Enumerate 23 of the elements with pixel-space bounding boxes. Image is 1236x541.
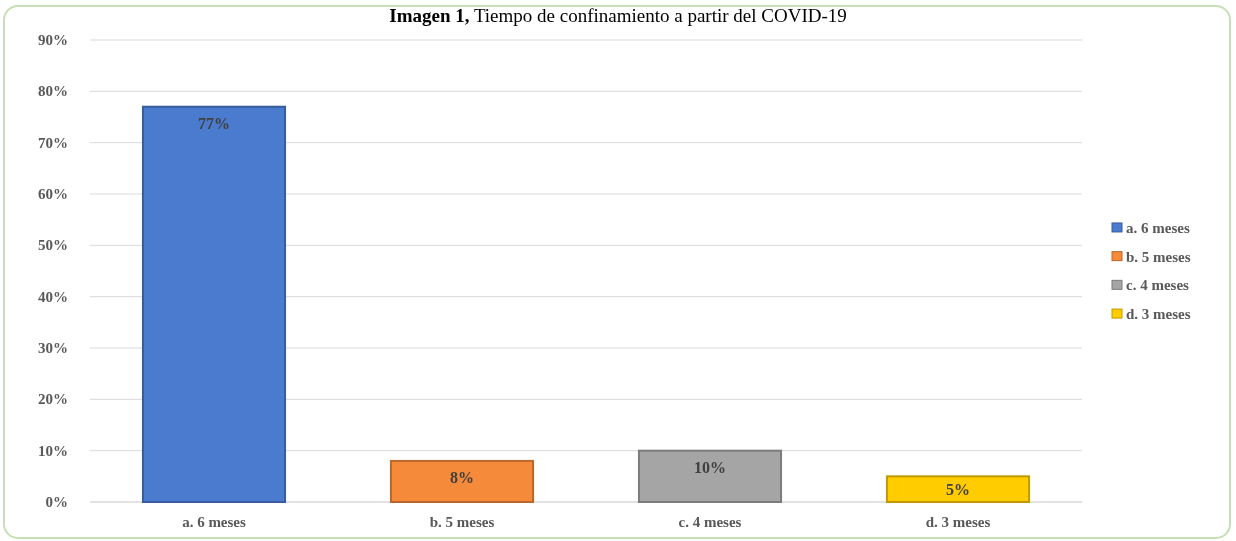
y-tick-label: 30%: [38, 340, 68, 356]
y-tick-label: 50%: [38, 237, 68, 254]
legend-label: c. 4 meses: [1126, 277, 1190, 294]
y-tick-label: 0%: [45, 494, 68, 510]
y-tick-label: 40%: [38, 288, 68, 305]
data-label: 10%: [694, 458, 726, 476]
x-tick-label: b. 5 meses: [429, 514, 495, 530]
data-label: 77%: [198, 114, 230, 132]
legend-label: b. 5 meses: [1126, 248, 1191, 265]
y-tick-label: 60%: [38, 186, 68, 202]
y-tick-label: 70%: [38, 134, 68, 151]
legend-label: d. 3 meses: [1126, 306, 1191, 323]
data-label: 5%: [946, 481, 970, 499]
y-tick-label: 20%: [38, 391, 68, 408]
chart-title: Imagen 1, Tiempo de confinamiento a partir del COVID-19: [389, 5, 847, 26]
x-tick-label: c. 4 meses: [678, 514, 742, 530]
y-tick-label: 80%: [38, 83, 68, 100]
y-tick-label: 10%: [38, 442, 68, 459]
data-label: 8%: [450, 468, 474, 486]
legend-label: a. 6 meses: [1126, 219, 1190, 236]
x-tick-label: a. 6 meses: [182, 514, 247, 530]
y-tick-label: 90%: [38, 32, 68, 48]
x-tick-label: d. 3 meses: [925, 514, 991, 530]
